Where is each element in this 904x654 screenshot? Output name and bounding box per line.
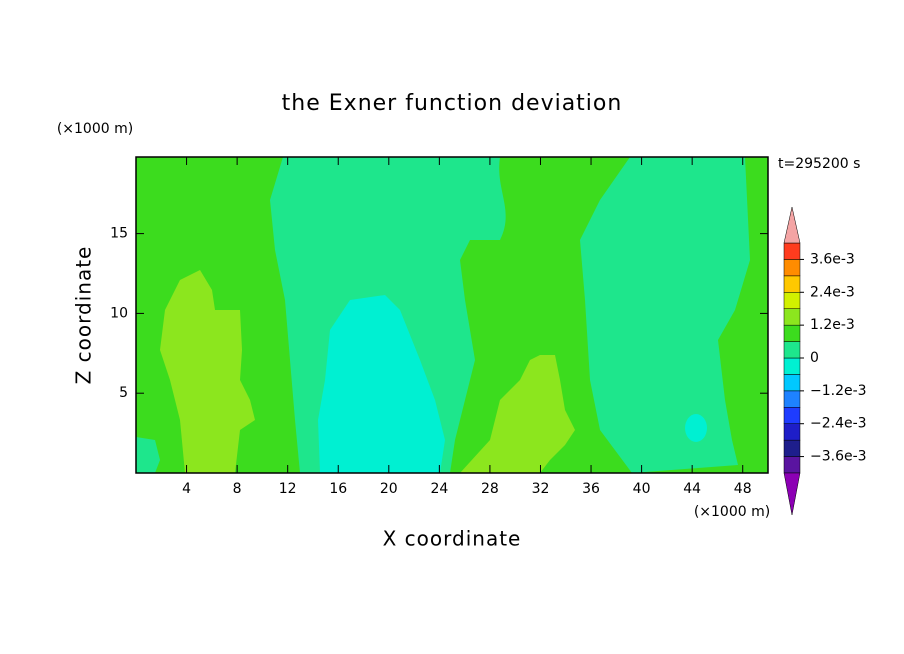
colorbar-box [783,275,801,293]
x-axis-title: X coordinate [383,527,522,551]
contour-region [580,157,750,473]
colorbar-tick-label: 1.2e-3 [810,317,855,333]
y-unit: (×1000 m) [57,121,133,137]
x-tick-label: 16 [329,481,347,497]
plot-frame [135,156,769,474]
colorbar-tick-label: −2.4e-3 [810,416,867,432]
colorbar-box [783,439,801,457]
colorbar-box [783,259,801,277]
colorbar-tick-label: 3.6e-3 [810,251,855,267]
colorbar-extend-low [783,472,801,516]
y-axis-title: Z coordinate [72,246,96,385]
colorbar-box [783,407,801,424]
x-tick-label: 48 [734,481,752,497]
contour-region [460,355,575,473]
colorbar-box [783,242,801,260]
x-tick-label: 36 [582,481,600,497]
colorbar-box [783,308,801,326]
colorbar-box [783,390,801,408]
colorbar-box [783,292,801,309]
contour-region [136,437,160,473]
x-tick-label: 4 [182,481,191,497]
colorbar-tick-label: −1.2e-3 [810,383,867,399]
time-label: t=295200 s [778,156,860,172]
contour-region [318,295,445,473]
x-tick-label: 24 [430,481,448,497]
x-tick-label: 40 [633,481,651,497]
colorbar-box [783,423,801,441]
x-tick-label: 8 [233,481,242,497]
colorbar-tick-label: 2.4e-3 [810,284,855,300]
x-tick-label: 28 [481,481,499,497]
colorbar-box [783,456,801,474]
colorbar-tick-label: −3.6e-3 [810,449,867,465]
chart-title: the Exner function deviation [282,91,623,116]
colorbar-box [783,341,801,359]
y-tick-label: 10 [110,305,128,321]
colorbar-extend-high [783,206,801,244]
y-tick-label: 15 [110,226,128,242]
x-tick-label: 12 [279,481,297,497]
x-unit: (×1000 m) [694,504,770,520]
contour-region [160,270,255,473]
colorbar-box [783,374,801,392]
colorbar-tick-label: 0 [810,350,819,366]
contour-field [136,157,768,473]
colorbar-box [783,324,801,342]
x-tick-label: 44 [683,481,701,497]
contour-region [685,414,707,442]
colorbar-box [783,357,801,375]
y-tick-label: 5 [119,385,128,401]
x-tick-label: 32 [532,481,550,497]
x-tick-label: 20 [380,481,398,497]
